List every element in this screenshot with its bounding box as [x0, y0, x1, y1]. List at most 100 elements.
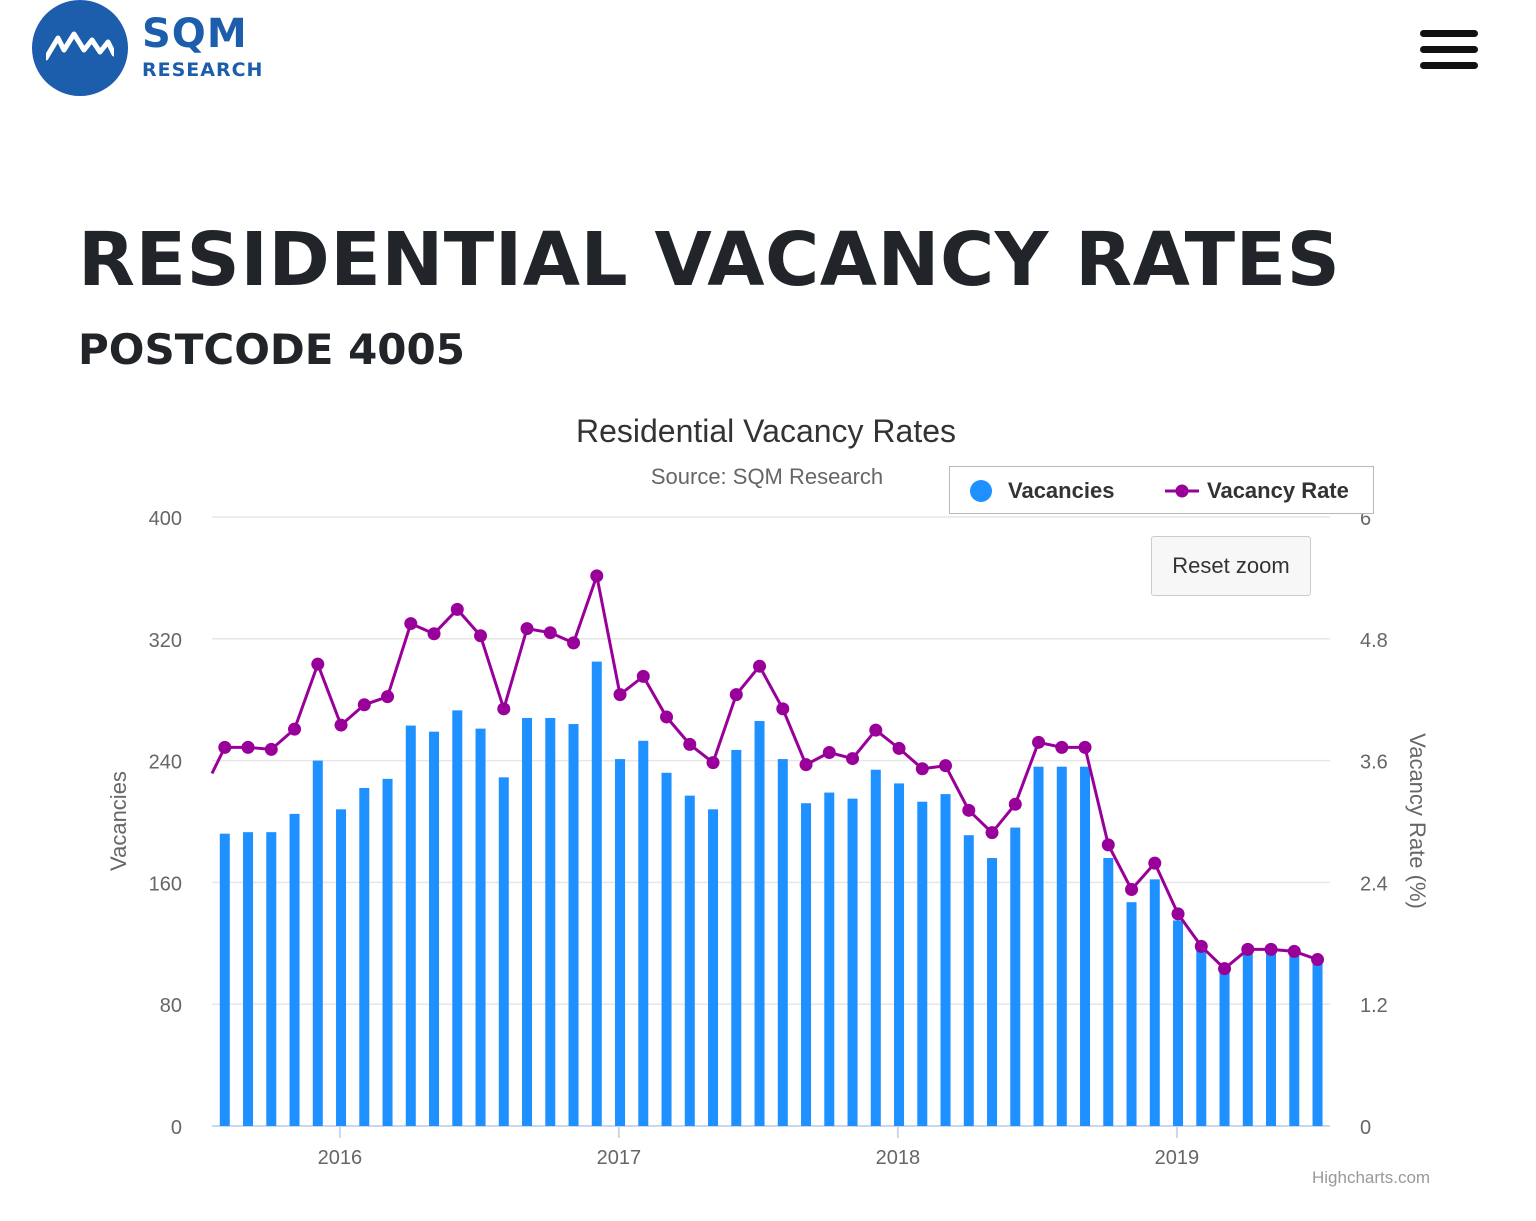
vacancies-bar[interactable]: [1173, 920, 1184, 1126]
vacancies-bar[interactable]: [847, 798, 858, 1126]
vacancies-bar[interactable]: [870, 769, 881, 1126]
vacancy-rate-point[interactable]: [985, 826, 999, 840]
vacancies-bar[interactable]: [452, 710, 463, 1126]
vacancies-bar[interactable]: [731, 749, 742, 1126]
vacancy-rate-point[interactable]: [683, 737, 697, 751]
vacancies-bar[interactable]: [708, 809, 719, 1126]
vacancies-bar[interactable]: [359, 788, 370, 1126]
vacancies-bar[interactable]: [894, 783, 905, 1126]
vacancy-rate-point[interactable]: [474, 629, 488, 643]
vacancies-bar[interactable]: [382, 778, 393, 1126]
vacancies-bar[interactable]: [498, 777, 509, 1126]
vacancy-rate-point[interactable]: [218, 740, 232, 754]
vacancy-rate-point[interactable]: [450, 602, 464, 616]
vacancies-bar[interactable]: [987, 858, 998, 1126]
vacancies-bar[interactable]: [1289, 955, 1300, 1126]
legend-item-vacancies[interactable]: Vacancies: [970, 467, 1114, 515]
vacancy-rate-point[interactable]: [636, 669, 650, 683]
vacancies-bar[interactable]: [243, 832, 254, 1126]
vacancy-rate-series[interactable]: [210, 569, 1325, 976]
vacancy-rate-point[interactable]: [357, 698, 371, 712]
vacancy-rate-point[interactable]: [660, 710, 674, 724]
vacancy-chart[interactable]: Residential Vacancy Rates Source: SQM Re…: [0, 400, 1536, 1200]
vacancy-rate-point[interactable]: [1264, 942, 1278, 956]
vacancy-rate-point[interactable]: [288, 722, 302, 736]
vacancy-rate-point[interactable]: [1078, 740, 1092, 754]
vacancies-bar[interactable]: [1312, 963, 1323, 1126]
vacancy-rate-point[interactable]: [962, 803, 976, 817]
vacancy-rate-point[interactable]: [1171, 907, 1185, 921]
vacancies-bar[interactable]: [1080, 766, 1091, 1126]
vacancies-bar[interactable]: [1149, 879, 1160, 1126]
reset-zoom-button[interactable]: Reset zoom: [1151, 536, 1311, 596]
vacancies-bar[interactable]: [591, 661, 602, 1126]
vacancy-rate-point[interactable]: [1101, 838, 1115, 852]
vacancy-rate-point[interactable]: [822, 745, 836, 759]
vacancies-bar[interactable]: [684, 795, 695, 1126]
vacancies-bar[interactable]: [940, 794, 951, 1126]
vacancies-bar[interactable]: [754, 721, 765, 1126]
vacancies-bar[interactable]: [289, 813, 300, 1126]
vacancies-bar[interactable]: [1126, 902, 1137, 1126]
vacancy-rate-point[interactable]: [1311, 953, 1325, 967]
vacancies-bar[interactable]: [1033, 766, 1044, 1126]
vacancy-rate-point[interactable]: [567, 636, 581, 650]
vacancies-bar[interactable]: [1219, 972, 1230, 1126]
vacancies-bar[interactable]: [1056, 766, 1067, 1126]
vacancies-bar[interactable]: [777, 759, 788, 1126]
vacancy-rate-point[interactable]: [311, 657, 325, 671]
vacancy-rate-point[interactable]: [706, 756, 720, 770]
vacancy-rate-point[interactable]: [520, 622, 534, 636]
vacancy-rate-point[interactable]: [846, 752, 860, 766]
vacancies-bar[interactable]: [429, 731, 440, 1126]
vacancy-rate-point[interactable]: [543, 626, 557, 640]
vacancy-rate-point[interactable]: [381, 690, 395, 704]
vacancy-rate-point[interactable]: [1148, 856, 1162, 870]
brand-logo[interactable]: SQM RESEARCH: [32, 0, 272, 96]
vacancies-bar[interactable]: [522, 717, 533, 1126]
vacancies-bar[interactable]: [824, 792, 835, 1126]
vacancy-rate-point[interactable]: [1218, 962, 1232, 976]
vacancies-bar[interactable]: [963, 835, 974, 1126]
vacancy-rate-point[interactable]: [869, 723, 883, 737]
vacancies-bar[interactable]: [917, 801, 928, 1126]
vacancy-rate-point[interactable]: [1287, 944, 1301, 958]
vacancy-rate-point[interactable]: [427, 627, 441, 641]
vacancies-bar[interactable]: [1010, 827, 1021, 1126]
vacancy-rate-point[interactable]: [1194, 939, 1208, 953]
vacancies-bar[interactable]: [336, 809, 347, 1126]
vacancy-rate-point[interactable]: [753, 659, 767, 673]
vacancy-rate-point[interactable]: [915, 762, 929, 776]
hamburger-menu-icon[interactable]: [1420, 28, 1480, 72]
vacancies-bar[interactable]: [568, 724, 579, 1126]
vacancies-bar[interactable]: [219, 833, 230, 1126]
legend-item-vacancy-rate[interactable]: Vacancy Rate: [1165, 467, 1349, 515]
vacancy-rate-point[interactable]: [892, 741, 906, 755]
vacancy-rate-point[interactable]: [404, 617, 418, 631]
highcharts-credits[interactable]: Highcharts.com: [1312, 1168, 1431, 1187]
vacancy-rate-point[interactable]: [1125, 883, 1139, 897]
vacancies-bar[interactable]: [638, 740, 649, 1126]
vacancies-bar[interactable]: [801, 803, 812, 1126]
vacancy-rate-point[interactable]: [1055, 740, 1069, 754]
vacancies-bar[interactable]: [615, 759, 626, 1126]
vacancies-bar[interactable]: [475, 728, 486, 1126]
vacancies-bar[interactable]: [1103, 858, 1114, 1126]
vacancies-series[interactable]: [219, 661, 1323, 1126]
vacancies-bar[interactable]: [1266, 950, 1277, 1126]
vacancy-rate-point[interactable]: [1241, 942, 1255, 956]
vacancy-rate-point[interactable]: [799, 758, 813, 772]
vacancies-bar[interactable]: [405, 725, 416, 1126]
vacancy-rate-point[interactable]: [264, 742, 278, 756]
vacancy-rate-point[interactable]: [590, 569, 604, 583]
vacancy-rate-point[interactable]: [776, 702, 790, 716]
vacancies-bar[interactable]: [1242, 952, 1253, 1126]
vacancies-bar[interactable]: [266, 832, 277, 1126]
vacancy-rate-point[interactable]: [939, 759, 953, 773]
vacancies-bar[interactable]: [312, 760, 323, 1126]
vacancies-bar[interactable]: [545, 717, 556, 1126]
vacancies-bar[interactable]: [1196, 947, 1207, 1126]
vacancy-rate-point[interactable]: [1032, 735, 1046, 749]
vacancies-bar[interactable]: [661, 772, 672, 1126]
vacancy-rate-point[interactable]: [613, 688, 627, 702]
